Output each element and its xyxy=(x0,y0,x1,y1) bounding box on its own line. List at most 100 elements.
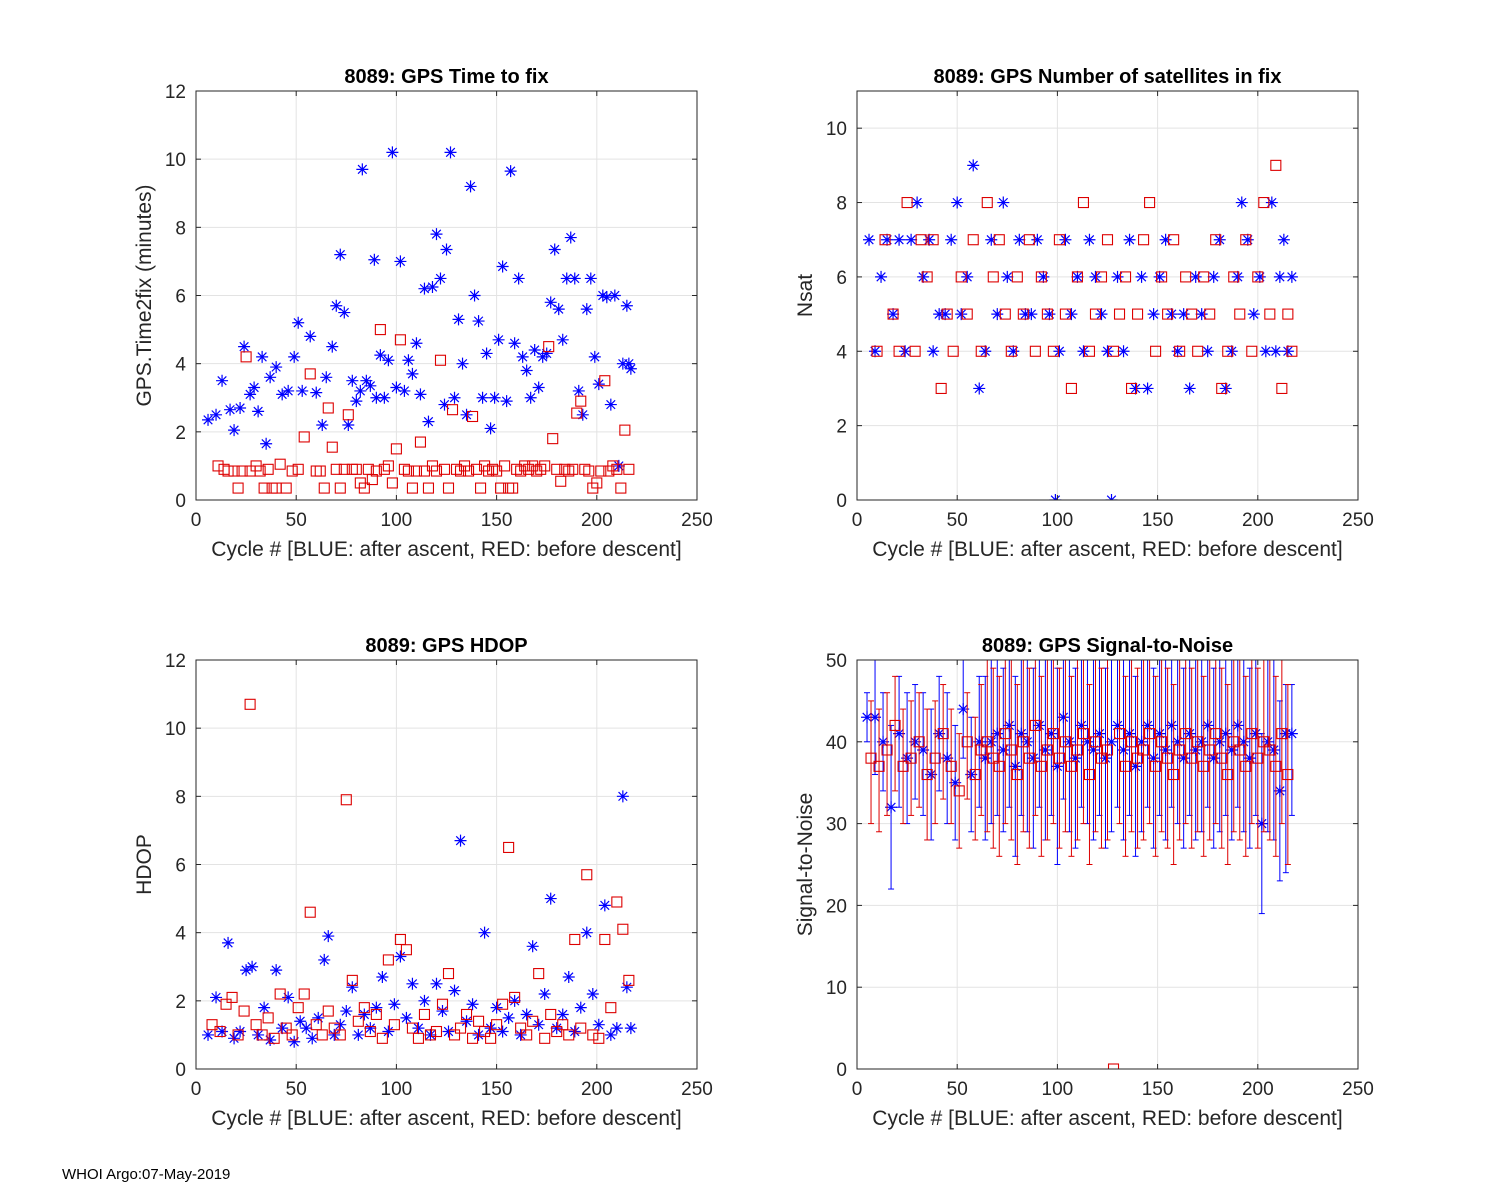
data-point-star xyxy=(238,340,251,353)
data-point-star xyxy=(1069,752,1082,765)
data-point-square xyxy=(338,463,350,475)
data-point-star xyxy=(887,308,900,321)
data-point-square xyxy=(981,736,993,748)
data-point-square xyxy=(454,1022,467,1034)
data-point-square xyxy=(382,460,394,472)
data-point-square xyxy=(515,1022,527,1034)
data-point-square xyxy=(318,482,330,494)
data-point-square xyxy=(262,463,274,475)
data-point-square xyxy=(386,477,398,489)
data-point-star xyxy=(945,233,958,246)
data-point-star xyxy=(1075,719,1088,732)
y-tick-label: 2 xyxy=(175,423,186,444)
x-tick-label: 200 xyxy=(1242,510,1274,531)
data-point-square xyxy=(442,482,455,494)
x-tick-label: 0 xyxy=(852,1079,863,1100)
data-point-square xyxy=(1053,234,1065,246)
data-point-star xyxy=(544,296,557,309)
data-point-square xyxy=(1023,234,1035,246)
data-point-star xyxy=(612,459,625,472)
data-point-square xyxy=(999,728,1011,740)
data-point-square xyxy=(1107,1063,1120,1069)
data-point-square xyxy=(1144,196,1156,209)
data-point-star xyxy=(1219,727,1232,740)
data-point-star xyxy=(604,1028,617,1041)
data-point-square xyxy=(511,463,523,475)
data-point-star xyxy=(334,1018,347,1031)
data-point-square xyxy=(1228,736,1240,748)
data-point-star xyxy=(1219,382,1232,395)
data-point-square xyxy=(947,345,959,357)
data-point-square xyxy=(334,1029,346,1041)
data-point-star xyxy=(917,743,930,756)
data-point-square xyxy=(1113,728,1126,740)
data-point-square xyxy=(244,698,256,710)
data-point-star xyxy=(410,337,423,350)
data-point-square xyxy=(222,465,234,477)
data-point-square xyxy=(310,465,322,477)
data-point-square xyxy=(1162,752,1174,764)
data-point-square xyxy=(214,1025,226,1038)
data-point-star xyxy=(562,970,575,983)
x-tick-label: 100 xyxy=(381,1079,413,1100)
data-point-star xyxy=(899,345,912,358)
y-axis-label: Signal-to-Noise xyxy=(794,793,817,937)
data-point-square xyxy=(509,991,521,1003)
data-point-square xyxy=(292,463,304,475)
data-point-star xyxy=(1153,270,1166,283)
data-point-star xyxy=(1123,233,1136,246)
data-point-star xyxy=(1269,345,1282,358)
data-point-star xyxy=(316,419,329,432)
data-point-square xyxy=(258,482,270,494)
data-point-star xyxy=(1171,735,1184,748)
data-point-star xyxy=(1033,719,1046,732)
data-point-square xyxy=(322,402,334,414)
data-point-star xyxy=(288,350,301,363)
data-point-square xyxy=(220,998,232,1010)
data-point-star xyxy=(881,233,894,246)
data-point-square xyxy=(374,324,386,336)
data-point-square xyxy=(1228,271,1240,283)
data-point-square xyxy=(1270,760,1282,772)
data-point-star xyxy=(390,381,403,394)
y-tick-label: 10 xyxy=(165,719,186,740)
data-point-star xyxy=(442,1025,455,1038)
data-point-square xyxy=(955,271,967,283)
data-point-square xyxy=(905,752,917,764)
data-point-star xyxy=(202,413,215,426)
data-point-star xyxy=(508,994,521,1007)
data-point-star xyxy=(955,308,968,321)
data-point-square xyxy=(887,308,899,320)
data-point-square xyxy=(388,1019,400,1031)
data-point-square xyxy=(394,334,406,346)
data-point-star xyxy=(524,391,537,404)
data-point-square xyxy=(1089,308,1102,320)
data-point-square xyxy=(1204,744,1216,756)
data-point-square xyxy=(487,463,499,475)
data-point-square xyxy=(448,1029,461,1041)
data-point-square xyxy=(240,351,252,363)
data-point-star xyxy=(326,340,339,353)
data-point-star xyxy=(1025,308,1038,321)
data-point-star xyxy=(923,233,936,246)
data-point-square xyxy=(611,896,623,908)
data-point-star xyxy=(1255,817,1268,830)
data-point-star xyxy=(596,289,609,302)
data-point-star xyxy=(927,345,940,358)
x-axis-label: Cycle # [BLUE: after ascent, RED: before… xyxy=(872,1107,1342,1130)
data-point-star xyxy=(1099,752,1112,765)
data-point-star xyxy=(893,233,906,246)
data-point-square xyxy=(256,1029,268,1041)
x-tick-label: 0 xyxy=(191,510,202,531)
data-point-star xyxy=(1177,752,1190,765)
data-point-square xyxy=(507,482,519,494)
data-point-square xyxy=(499,460,511,472)
data-point-star xyxy=(572,384,585,397)
data-point-star xyxy=(1285,270,1298,283)
data-point-square xyxy=(893,345,905,357)
data-point-square xyxy=(547,433,559,445)
data-point-star xyxy=(1237,735,1250,748)
data-point-square xyxy=(358,1002,370,1014)
data-point-square xyxy=(475,482,487,494)
data-point-square xyxy=(286,465,298,477)
